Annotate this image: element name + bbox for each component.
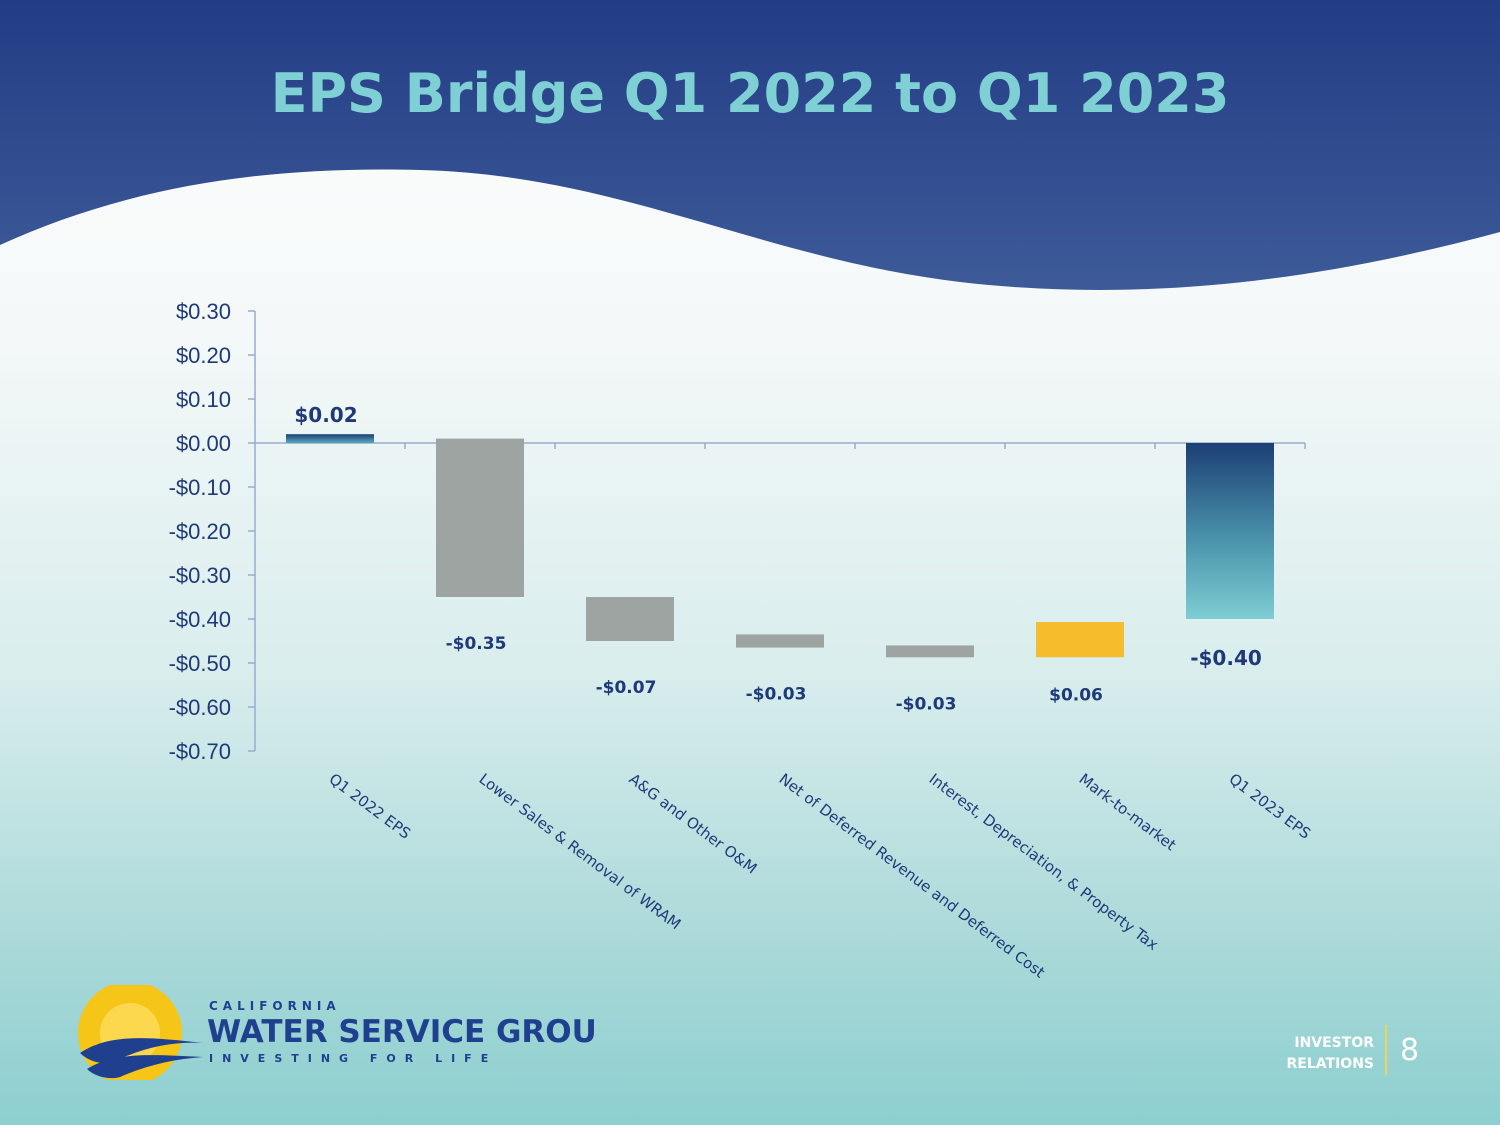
investor-relations-line1: INVESTOR — [1294, 1035, 1374, 1051]
bar — [1036, 622, 1124, 658]
y-axis: $0.30 $0.20 $0.10 $0.00 -$0.10 -$0.20 -$0.30 -$… — [169, 299, 256, 764]
data-label: $0.06 — [1049, 685, 1103, 705]
company-logo: CALIFORNIA WATER SERVICE GROUP INVESTING… — [78, 985, 595, 1080]
y-tick-label: -$0.20 — [169, 519, 231, 544]
category-label: Net of Deferred Revenue and Deferred Cos… — [776, 770, 1049, 982]
y-tick-label: -$0.50 — [169, 651, 231, 676]
category-label: Q1 2023 EPS — [1226, 770, 1314, 843]
category-label: A&G and Other O&M — [626, 770, 761, 878]
bar — [1186, 443, 1274, 619]
investor-relations-label: INVESTOR RELATIONS — [1270, 1033, 1374, 1075]
logo-line-water-service-group: WATER SERVICE GROUP — [207, 1014, 595, 1050]
y-tick-label: -$0.60 — [169, 695, 231, 720]
slide-title: EPS Bridge Q1 2022 to Q1 2023 — [270, 62, 1230, 125]
data-label: -$0.07 — [596, 678, 657, 698]
y-tick-label: $0.10 — [176, 387, 231, 412]
data-label: -$0.35 — [446, 634, 507, 654]
y-tick-label: -$0.10 — [169, 475, 231, 500]
investor-relations-line2: RELATIONS — [1286, 1056, 1374, 1072]
y-tick-label: -$0.40 — [169, 607, 231, 632]
logo-line-investing-for-life: INVESTING FOR LIFE — [209, 1052, 497, 1065]
page-number: 8 — [1400, 1033, 1420, 1068]
y-tick-label: $0.20 — [176, 343, 231, 368]
category-label: Interest, Depreciation, & Property Tax — [926, 770, 1162, 954]
divider — [1385, 1025, 1387, 1075]
data-labels: $0.02 -$0.35 -$0.07 -$0.03 -$0.03 $0.06 -$0.40 — [294, 403, 1261, 714]
y-tick-label: $0.30 — [176, 299, 231, 324]
bar — [586, 597, 674, 641]
bar — [286, 434, 374, 443]
header-banner — [0, 0, 1500, 290]
data-label: $0.02 — [294, 403, 357, 427]
category-label: Q1 2022 EPS — [326, 770, 414, 843]
data-label: -$0.03 — [896, 694, 957, 714]
category-labels: Q1 2022 EPS Lower Sales & Removal of WRAM… — [326, 770, 1314, 982]
data-label: -$0.03 — [746, 685, 807, 705]
logo-line-california: CALIFORNIA — [209, 999, 341, 1013]
bar — [736, 634, 824, 648]
investor-relations-block: INVESTOR RELATIONS 8 — [1270, 1025, 1450, 1080]
category-label: Mark-to-market — [1076, 770, 1180, 854]
x-axis — [255, 442, 1306, 449]
sun-wave-icon — [78, 985, 203, 1080]
data-label: -$0.40 — [1190, 646, 1262, 670]
y-tick-label: -$0.30 — [169, 563, 231, 588]
y-tick-label: -$0.70 — [169, 739, 231, 764]
bar — [436, 438, 524, 597]
y-tick-label: $0.00 — [176, 431, 231, 456]
bar — [886, 645, 974, 658]
bars — [286, 434, 1274, 658]
